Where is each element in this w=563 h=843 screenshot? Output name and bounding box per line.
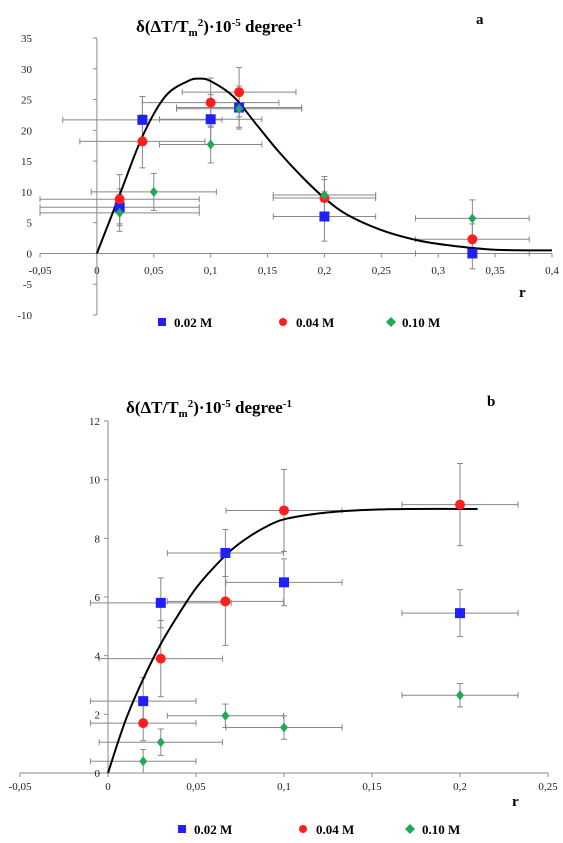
legend-label-004-a: 0.04 M	[296, 315, 334, 330]
x-axis-label-a: r	[519, 285, 526, 301]
data-point-004m	[138, 718, 149, 729]
legend-marker-004-b	[299, 825, 307, 833]
data-point-010m	[221, 710, 230, 721]
data-point-002m	[319, 211, 330, 222]
data-point-002m	[114, 202, 125, 213]
y-tick-label-b: 6	[95, 592, 101, 604]
y-tick-label-b: 12	[89, 416, 100, 428]
legend-marker-002-a	[158, 318, 166, 326]
x-tick-label-a: 0	[94, 265, 100, 277]
x-tick-label-b: 0,05	[186, 781, 206, 793]
data-point-002m	[205, 114, 216, 125]
x-tick-label-a: -0,05	[29, 265, 52, 277]
legend-label-004-b: 0.04 M	[316, 822, 354, 837]
chart-title-b: δ(ΔT/Tm2)·10-5 degree-1	[126, 398, 292, 420]
data-point-010m	[115, 207, 124, 218]
data-point-004m	[155, 653, 166, 664]
data-point-004m	[234, 87, 245, 98]
legend-label-010-a: 0.10 M	[402, 315, 440, 330]
data-point-010m	[468, 213, 477, 224]
data-point-004m	[137, 136, 148, 147]
legend-b: 0.02 M 0.04 M 0.10 M	[178, 822, 460, 837]
data-point-010m	[456, 690, 464, 701]
data-point-010m	[149, 186, 158, 197]
y-tick-label-a: 30	[21, 64, 33, 76]
legend-marker-010-b	[405, 824, 415, 834]
data-point-010m	[320, 189, 329, 200]
legend-marker-004-a	[279, 318, 287, 326]
x-tick-label-a: 0,4	[545, 265, 559, 277]
legend-label-010-b: 0.10 M	[422, 822, 460, 837]
x-tick-label-a: 0,05	[144, 265, 164, 277]
plot-area-b: -0,05 0 0,05 0,1 0,15 0,2 0,25 0 2 4 6 8 10 12	[9, 416, 559, 793]
x-tick-label-a: 0,35	[485, 265, 505, 277]
x-axis-label-b: r	[512, 794, 519, 810]
x-tick-label-a: 0,1	[204, 265, 218, 277]
fit-curve-a	[95, 77, 553, 254]
y-tick-label-b: 4	[95, 651, 101, 663]
data-point-002m	[455, 608, 465, 619]
data-point-010m	[206, 139, 215, 150]
legend-a: 0.02 M 0.04 M 0.10 M	[158, 315, 440, 330]
x-tick-label-b: 0,25	[538, 781, 558, 793]
y-tick-label-a: 0	[27, 248, 33, 260]
x-tick-label-a: 0,2	[318, 265, 332, 277]
data-point-010m	[156, 737, 165, 748]
y-tick-label-a: 25	[21, 95, 33, 107]
y-tick-label-b: 2	[95, 709, 101, 721]
fit-curve-b	[107, 507, 478, 774]
y-tick-label-b: 0	[95, 768, 101, 780]
plot-area-a: -0,05 0 0,05 0,1 0,15 0,2 0,25 0,3 0,35 0,4 -10 -5 0…	[17, 33, 559, 322]
legend-marker-010-a	[386, 317, 396, 327]
data-point-004m	[220, 596, 231, 607]
x-tick-label-b: 0	[105, 781, 111, 793]
y-tick-label-b: 10	[89, 475, 101, 487]
panel-label-b: b	[487, 394, 495, 410]
x-tick-label-b: 0,2	[453, 781, 467, 793]
panel-label-a: a	[476, 12, 484, 28]
data-point-002m	[138, 696, 149, 707]
chart-panel-a: δ(ΔT/Tm2)·10-5 degree-1 a r -0,05 0 0,05 0,…	[17, 12, 559, 330]
y-tick-label-a: 20	[21, 125, 33, 137]
x-tick-label-a: 0,15	[258, 265, 278, 277]
y-tick-label-a: 35	[21, 33, 33, 45]
data-point-002m	[155, 597, 166, 608]
data-point-004m	[455, 499, 465, 510]
data-point-002m	[220, 548, 231, 558]
x-tick-label-b: -0,05	[9, 781, 32, 793]
data-point-004m	[467, 234, 478, 245]
chart-title-a: δ(ΔT/Tm2)·10-5 degree-1	[136, 17, 302, 39]
y-tick-label-a: -5	[23, 279, 33, 291]
data-point-004m	[279, 505, 289, 516]
data-point-002m	[137, 114, 148, 125]
x-tick-label-a: 0,25	[372, 265, 392, 277]
data-point-010m	[139, 756, 148, 767]
x-tick-label-b: 0,1	[277, 781, 291, 793]
y-tick-label-a: -10	[17, 310, 32, 322]
data-point-010m	[235, 103, 244, 114]
legend-label-002-a: 0.02 M	[174, 315, 212, 330]
y-tick-label-b: 8	[95, 533, 101, 545]
data-point-002m	[467, 248, 478, 259]
x-tick-label-b: 0,15	[362, 781, 382, 793]
x-tick-label-a: 0,3	[431, 265, 445, 277]
chart-panel-b: δ(ΔT/Tm2)·10-5 degree-1 b r -0,05 0 0,05 0,…	[9, 394, 559, 837]
data-point-004m	[114, 194, 125, 205]
y-tick-label-a: 5	[27, 218, 33, 230]
legend-label-002-b: 0.02 M	[194, 822, 232, 837]
y-tick-label-a: 10	[21, 187, 33, 199]
data-point-004m	[205, 97, 216, 108]
y-tick-label-a: 15	[21, 156, 33, 168]
data-point-002m	[279, 577, 289, 588]
legend-marker-002-b	[178, 825, 186, 833]
data-point-010m	[280, 722, 288, 733]
